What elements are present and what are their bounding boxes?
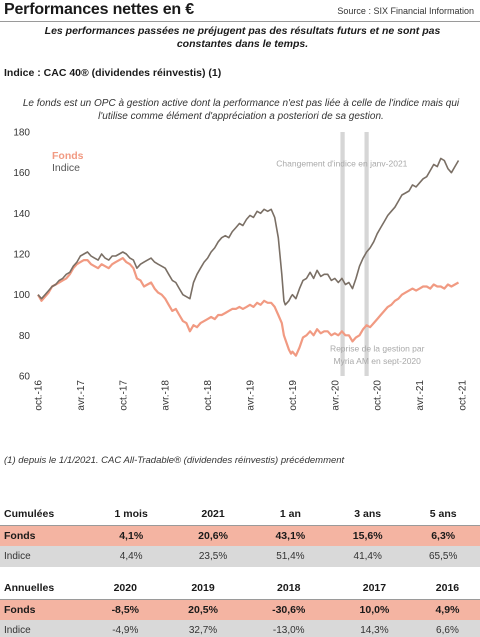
table-cell: 41,4% (329, 546, 407, 567)
table-cell: 23,5% (174, 546, 252, 567)
annual-fonds-row: Fonds -8,5% 20,5% -30,6% 10,0% 4,9% (0, 599, 480, 620)
highlight-band-1 (364, 132, 369, 376)
table-cell: 4,9% (414, 599, 480, 620)
legend-fonds: Fonds (52, 150, 84, 162)
table-cell: -13,0% (243, 620, 334, 637)
table-cell: 32,7% (162, 620, 244, 637)
y-tick-label: 80 (19, 331, 31, 342)
table-cell: Cumulées (0, 504, 88, 526)
table-cell: 5 ans (406, 504, 480, 526)
annual-performance-table: Annuelles 2020 2019 2018 2017 2016 Fonds… (0, 578, 480, 637)
table-cell: 2016 (414, 578, 480, 600)
y-tick-label: 120 (13, 250, 30, 261)
table-cell: 3 ans (329, 504, 407, 526)
annual-indice-row: Indice -4,9% 32,7% -13,0% 14,3% 6,6% (0, 620, 480, 637)
table-cell: 65,5% (406, 546, 480, 567)
highlight-band-0 (340, 132, 345, 376)
x-tick-label: avr.-17 (76, 380, 87, 411)
x-tick-label: avr.-21 (415, 380, 426, 411)
page-title: Performances nettes en € (4, 1, 194, 18)
table-cell: 4,1% (88, 525, 175, 546)
table-cell: 1 mois (88, 504, 175, 526)
x-tick-label: oct.-21 (458, 380, 469, 411)
cumulative-performance-table: Cumulées 1 mois 2021 1 an 3 ans 5 ans Fo… (0, 504, 480, 567)
table-cell: 4,4% (88, 546, 175, 567)
table-cell: 2020 (88, 578, 163, 600)
table-cell: Fonds (0, 599, 88, 620)
table-cell: -30,6% (243, 599, 334, 620)
chart-annotation: Myria AM en sept-2020 (333, 356, 421, 366)
table-cell: 6,3% (406, 525, 480, 546)
legend-indice: Indice (52, 162, 80, 174)
y-tick-label: 180 (13, 128, 30, 139)
page-header: Performances nettes en € Source : SIX Fi… (0, 0, 480, 22)
table-cell: Annuelles (0, 578, 88, 600)
table-cell: 2021 (174, 504, 252, 526)
cumulative-fonds-row: Fonds 4,1% 20,6% 43,1% 15,6% 6,3% (0, 525, 480, 546)
fund-description: Le fonds est un OPC à gestion active don… (22, 98, 460, 122)
table-cell: 6,6% (414, 620, 480, 637)
table-cell: -8,5% (88, 599, 163, 620)
table-cell: 10,0% (333, 599, 415, 620)
x-tick-label: oct.-16 (34, 380, 45, 411)
table-cell: 43,1% (251, 525, 330, 546)
annual-header-row: Annuelles 2020 2019 2018 2017 2016 (0, 578, 480, 600)
table-cell: 20,5% (162, 599, 244, 620)
cumulative-indice-row: Indice 4,4% 23,5% 51,4% 41,4% 65,5% (0, 546, 480, 567)
source-label: Source : SIX Financial Information (337, 6, 474, 16)
series-line-indice (37, 157, 460, 306)
disclaimer-text: Les performances passées ne préjugent pa… (44, 25, 441, 50)
x-tick-label: avr.-18 (161, 380, 172, 411)
table-cell: 2019 (162, 578, 244, 600)
y-tick-label: 60 (19, 372, 31, 383)
y-tick-label: 160 (13, 168, 30, 179)
x-tick-label: oct.-19 (288, 380, 299, 411)
x-tick-label: oct.-17 (118, 380, 129, 411)
chart-annotation: Reprise de la gestion par (330, 344, 425, 354)
table-cell: Indice (0, 620, 88, 637)
table-cell: Indice (0, 546, 88, 567)
series-line-fonds (37, 257, 460, 357)
table-cell: 1 an (251, 504, 330, 526)
table-cell: -4,9% (88, 620, 163, 637)
cumulative-header-row: Cumulées 1 mois 2021 1 an 3 ans 5 ans (0, 504, 480, 526)
y-tick-label: 140 (13, 209, 30, 220)
table-cell: 15,6% (329, 525, 407, 546)
index-title: Indice : CAC 40® (dividendes réinvestis)… (4, 67, 222, 79)
x-tick-label: oct.-18 (203, 380, 214, 411)
table-cell: 2017 (333, 578, 415, 600)
footnote: (1) depuis le 1/1/2021. CAC All-Tradable… (4, 455, 345, 466)
table-cell: 51,4% (251, 546, 330, 567)
table-cell: 20,6% (174, 525, 252, 546)
x-tick-label: avr.-19 (246, 380, 257, 411)
table-cell: 14,3% (333, 620, 415, 637)
y-tick-label: 100 (13, 290, 30, 301)
x-tick-label: avr.-20 (330, 380, 341, 411)
x-tick-label: oct.-20 (373, 380, 384, 411)
performance-chart: 60 80 100 120 140 160 180 oct.-16 avr.-17 oct.-1… (13, 128, 469, 411)
table-cell: Fonds (0, 525, 88, 546)
table-cell: 2018 (243, 578, 334, 600)
chart-annotation: Changement d'indice en janv-2021 (276, 159, 407, 169)
